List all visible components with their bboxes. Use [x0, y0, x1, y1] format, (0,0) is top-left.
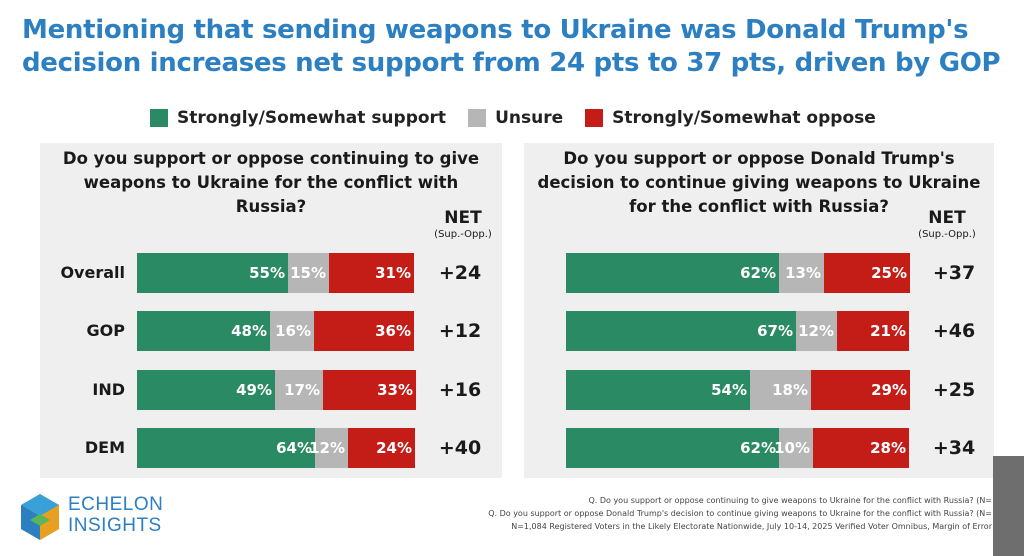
question-left-line-3: Russia?	[235, 197, 307, 216]
net-value-gop: +46	[932, 320, 976, 342]
data-label-unsure-dem: 10%	[774, 439, 810, 457]
bar-segment-unsure-overall: 15%	[288, 253, 329, 293]
data-label-oppose-overall: 31%	[375, 264, 411, 282]
data-label-unsure-overall: 15%	[290, 264, 326, 282]
logo-wordmark: ECHELON INSIGHTS	[68, 494, 163, 536]
bar-segment-unsure-ind: 18%	[750, 370, 811, 410]
bar-segment-oppose-dem: 24%	[348, 428, 415, 468]
legend-label-support: Strongly/Somewhat support	[177, 108, 447, 128]
question-right: Do you support or oppose Donald Trump's …	[524, 147, 994, 219]
data-label-unsure-overall: 13%	[785, 264, 821, 282]
row-label-overall: Overall	[60, 263, 125, 282]
data-label-oppose-overall: 25%	[871, 264, 907, 282]
data-label-oppose-dem: 24%	[376, 439, 412, 457]
chart-panel-right: Do you support or oppose Donald Trump's …	[524, 143, 994, 478]
legend-label-unsure: Unsure	[495, 108, 564, 128]
net-header-left-sub: (Sup.-Opp.)	[434, 229, 492, 240]
net-header-right-sub: (Sup.-Opp.)	[918, 229, 976, 240]
bar-segment-oppose-gop: 21%	[837, 311, 909, 351]
bar-segment-support-gop: 67%	[566, 311, 796, 351]
data-label-support-overall: 55%	[249, 264, 285, 282]
legend-swatch-oppose	[585, 109, 604, 127]
bar-segment-support-dem: 62%	[566, 428, 779, 468]
video-overlay-frame	[993, 456, 1024, 556]
bar-segment-unsure-ind: 17%	[275, 370, 323, 410]
legend-swatch-unsure	[468, 109, 487, 127]
legend-swatch-support	[150, 109, 168, 127]
row-label-gop: GOP	[86, 321, 125, 340]
bar-segment-support-gop: 48%	[137, 311, 270, 351]
net-value-overall: +37	[932, 262, 976, 284]
bar-segment-support-dem: 64%	[137, 428, 315, 468]
question-right-line-1: Do you support or oppose Donald Trump's	[563, 149, 955, 168]
net-value-ind: +16	[438, 379, 482, 401]
data-label-unsure-dem: 12%	[309, 439, 345, 457]
bar-segment-support-ind: 54%	[566, 370, 750, 410]
footnote-2: Q. Do you support or oppose Donald Trump…	[488, 509, 992, 518]
bar-segment-support-ind: 49%	[137, 370, 275, 410]
net-value-dem: +40	[438, 437, 482, 459]
data-label-oppose-ind: 33%	[377, 381, 413, 399]
footnotes: Q. Do you support or oppose continuing t…	[292, 494, 992, 533]
data-label-unsure-ind: 17%	[284, 381, 320, 399]
data-label-support-gop: 67%	[757, 322, 793, 340]
bar-segment-unsure-gop: 12%	[796, 311, 837, 351]
bar-segment-oppose-gop: 36%	[314, 311, 414, 351]
data-label-support-overall: 62%	[740, 264, 776, 282]
data-label-support-gop: 48%	[231, 322, 267, 340]
footnote-3: N=1,084 Registered Voters in the Likely …	[511, 522, 992, 531]
title-line-1: Mentioning that sending weapons to Ukrai…	[22, 15, 969, 45]
bar-segment-oppose-ind: 29%	[811, 370, 910, 410]
net-value-overall: +24	[438, 262, 482, 284]
net-value-ind: +25	[932, 379, 976, 401]
net-header-left: NET (Sup.-Opp.)	[428, 207, 498, 241]
bar-segment-oppose-overall: 25%	[824, 253, 910, 293]
data-label-support-dem: 62%	[740, 439, 776, 457]
chart-panel-left: Do you support or oppose continuing to g…	[40, 143, 502, 478]
footnote-1: Q. Do you support or oppose continuing t…	[588, 496, 992, 505]
bar-segment-unsure-overall: 13%	[779, 253, 824, 293]
bar-segment-oppose-dem: 28%	[813, 428, 909, 468]
question-left: Do you support or oppose continuing to g…	[40, 147, 502, 219]
hexagon-logo-icon	[21, 494, 59, 540]
data-label-oppose-gop: 21%	[870, 322, 906, 340]
net-header-right: NET (Sup.-Opp.)	[912, 207, 982, 241]
bar-segment-unsure-gop: 16%	[270, 311, 314, 351]
data-label-oppose-dem: 28%	[870, 439, 906, 457]
net-header-left-label: NET	[444, 208, 482, 228]
legend-label-oppose: Strongly/Somewhat oppose	[612, 108, 876, 128]
bar-segment-unsure-dem: 12%	[309, 428, 348, 468]
data-label-unsure-gop: 16%	[275, 322, 311, 340]
bar-segment-support-overall: 62%	[566, 253, 779, 293]
legend-item-unsure: Unsure	[468, 108, 563, 128]
question-right-line-2: decision to continue giving weapons to U…	[537, 173, 981, 192]
data-label-unsure-gop: 12%	[798, 322, 834, 340]
net-header-right-label: NET	[928, 208, 966, 228]
bar-segment-unsure-dem: 10%	[774, 428, 813, 468]
data-label-unsure-ind: 18%	[772, 381, 808, 399]
logo-line-2: INSIGHTS	[68, 515, 162, 536]
data-label-oppose-ind: 29%	[871, 381, 907, 399]
data-label-support-ind: 54%	[711, 381, 747, 399]
row-label-ind: IND	[92, 380, 125, 399]
data-label-oppose-gop: 36%	[375, 322, 411, 340]
bar-segment-support-overall: 55%	[137, 253, 288, 293]
row-label-dem: DEM	[84, 438, 125, 457]
net-value-dem: +34	[932, 437, 976, 459]
data-label-support-dem: 64%	[276, 439, 312, 457]
legend: Strongly/Somewhat support Unsure Strongl…	[150, 107, 898, 129]
question-left-line-2: weapons to Ukraine for the conflict with	[83, 173, 459, 192]
bar-segment-oppose-overall: 31%	[329, 253, 414, 293]
question-right-line-3: for the conflict with Russia?	[629, 197, 889, 216]
legend-item-oppose: Strongly/Somewhat oppose	[585, 108, 876, 128]
data-label-support-ind: 49%	[236, 381, 272, 399]
question-left-line-1: Do you support or oppose continuing to g…	[62, 149, 480, 168]
echelon-insights-logo: ECHELON INSIGHTS	[18, 492, 208, 544]
legend-item-support: Strongly/Somewhat support	[150, 108, 446, 128]
title-line-2: decision increases net support from 24 p…	[22, 48, 1001, 78]
logo-line-1: ECHELON	[68, 494, 164, 515]
bar-segment-oppose-ind: 33%	[323, 370, 416, 410]
chart-title: Mentioning that sending weapons to Ukrai…	[22, 14, 1012, 80]
net-value-gop: +12	[438, 320, 482, 342]
